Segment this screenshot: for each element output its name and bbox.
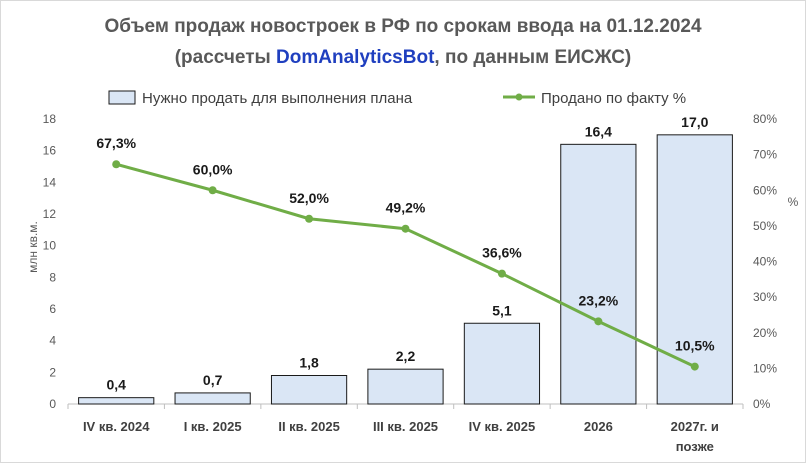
line-series <box>112 160 699 371</box>
y-left-tick-label: 12 <box>43 207 57 221</box>
y-left-tick-label: 10 <box>43 239 57 253</box>
legend-bar-label: Нужно продать для выполнения плана <box>142 90 413 107</box>
y-right-tick-label: 60% <box>753 183 777 197</box>
line-value-label: 49,2% <box>386 200 426 216</box>
line-value-label: 67,3% <box>96 135 136 151</box>
x-tick-label-line: 2026 <box>584 419 613 434</box>
x-tick-label-line: IV кв. 2025 <box>469 419 536 434</box>
bar <box>367 368 444 405</box>
legend: Нужно продать для выполнения плана Прода… <box>108 90 686 107</box>
bar-value-label: 2,2 <box>396 348 416 364</box>
line-value-labels: 67,3% 60,0% 52,0% 49,2% 36,6% 23,2% 10,5% <box>96 135 715 353</box>
y-right-tick-label: 70% <box>753 148 777 162</box>
bar-value-label: 16,4 <box>585 123 612 139</box>
bar-value-labels: 0,4 0,7 1,8 2,2 5,1 16,4 17,0 <box>106 114 708 393</box>
x-tick-label-line: 2027г. и <box>671 419 719 434</box>
bar <box>656 134 733 405</box>
line-point <box>208 186 217 195</box>
title-prefix: (рассчеты <box>175 47 276 68</box>
bar <box>463 322 541 405</box>
x-tick-label-line: I кв. 2025 <box>184 419 242 434</box>
y-right-tick-label: 40% <box>753 255 777 269</box>
line-value-label: 60,0% <box>193 161 233 177</box>
x-tick-label: III кв. 2025 <box>373 419 438 434</box>
title-suffix: , по данным ЕИСЖС) <box>434 47 631 68</box>
line-value-label: 10,5% <box>675 338 715 354</box>
y-right-tick-label: 20% <box>753 326 777 340</box>
line-point <box>497 269 506 278</box>
y-left-axis-title: млн кв.м. <box>26 221 40 273</box>
line-value-label: 23,2% <box>579 292 619 308</box>
x-tick-label: 2026 <box>584 419 613 434</box>
x-tick-label: IV кв. 2024 <box>83 419 150 434</box>
chart-title-line2: (рассчеты DomAnalyticsBot, по данным ЕИС… <box>175 47 632 68</box>
line-point <box>112 160 121 169</box>
y-right-tick-label: 80% <box>753 112 777 126</box>
bar-value-label: 17,0 <box>681 114 708 130</box>
y-right-tick-label: 50% <box>753 219 777 233</box>
line-point <box>690 362 699 371</box>
y-right-tick-label: 0% <box>753 397 771 411</box>
title-brand: DomAnalyticsBot <box>276 47 435 68</box>
y-left-tick-label: 14 <box>43 175 57 189</box>
bar <box>560 143 637 405</box>
y-right-ticks: 0% 10% 20% 30% 40% 50% 60% 70% 80% <box>753 112 777 411</box>
y-left-tick-label: 4 <box>49 334 56 348</box>
y-left-ticks: 0 2 4 6 8 10 12 14 16 18 <box>43 112 57 411</box>
line-point <box>401 224 410 233</box>
line-value-label: 36,6% <box>482 245 522 261</box>
x-tick-label-line: позже <box>676 439 714 454</box>
bar-value-label: 1,8 <box>299 355 319 371</box>
y-left-tick-label: 2 <box>49 365 56 379</box>
bar-series <box>78 134 733 405</box>
x-tick-label-line: II кв. 2025 <box>278 419 339 434</box>
legend-bar-swatch <box>108 90 136 105</box>
y-left-tick-label: 6 <box>49 302 56 316</box>
x-tick-label: IV кв. 2025 <box>469 419 536 434</box>
y-left-tick-label: 8 <box>49 270 56 284</box>
bar <box>270 375 348 405</box>
x-tick-label: I кв. 2025 <box>184 419 242 434</box>
x-axis-labels: IV кв. 2024 I кв. 2025 II кв. 2025 III кв. … <box>67 404 744 454</box>
bar <box>78 397 155 405</box>
y-left-tick-label: 16 <box>43 144 57 158</box>
bar <box>174 392 251 405</box>
chart-title-line1: Объем продаж новостроек в РФ по срокам в… <box>104 16 702 37</box>
x-tick-label-line: III кв. 2025 <box>373 419 438 434</box>
x-tick-label: II кв. 2025 <box>278 419 339 434</box>
y-right-tick-label: 30% <box>753 290 777 304</box>
y-right-axis-title: % <box>788 195 799 209</box>
bar-value-label: 0,4 <box>106 377 126 393</box>
legend-line-marker <box>515 93 523 101</box>
x-tick-label: 2027г. и позже <box>671 419 719 454</box>
y-left-tick-label: 18 <box>43 112 57 126</box>
y-left-tick-label: 0 <box>49 397 56 411</box>
line-point <box>305 214 314 223</box>
line-point <box>594 317 603 326</box>
bar-value-label: 0,7 <box>203 372 223 388</box>
bar-value-label: 5,1 <box>492 302 512 318</box>
legend-line-label: Продано по факту % <box>541 90 686 107</box>
y-right-tick-label: 10% <box>753 361 777 375</box>
x-tick-label-line: IV кв. 2024 <box>83 419 150 434</box>
line-value-label: 52,0% <box>289 190 329 206</box>
